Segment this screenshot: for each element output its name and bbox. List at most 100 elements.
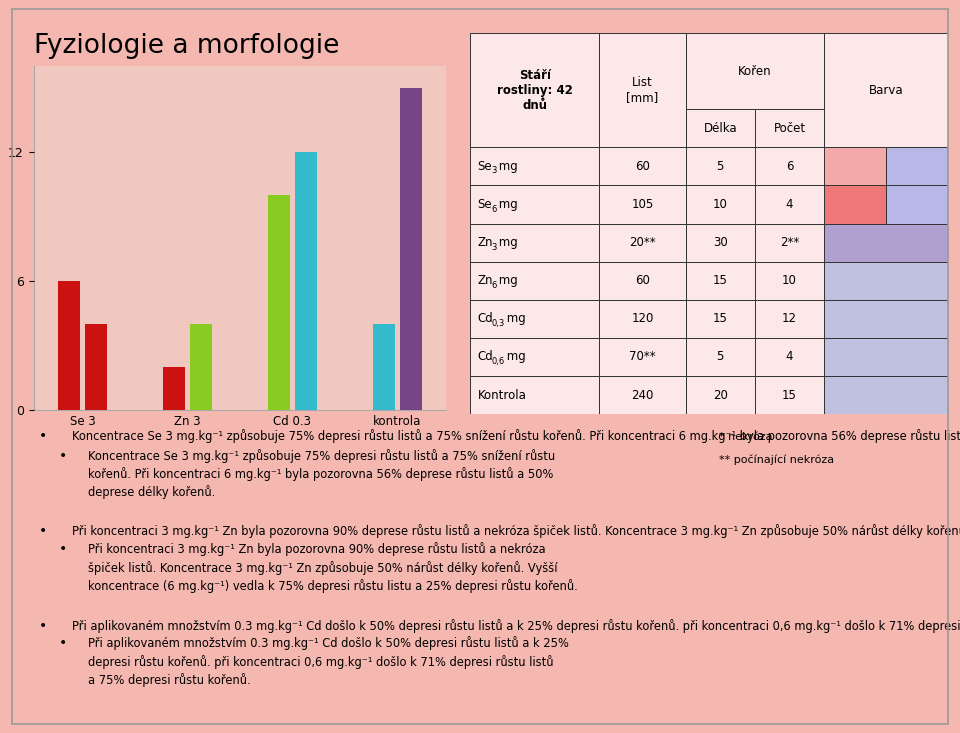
Text: Fyziologie a morfologie: Fyziologie a morfologie xyxy=(34,33,339,59)
Text: 12: 12 xyxy=(782,312,797,325)
Text: 6: 6 xyxy=(786,160,793,173)
Text: Se: Se xyxy=(477,160,492,173)
Bar xyxy=(599,147,685,185)
Text: Při aplikovaném množstvím 0.3 mg.kg⁻¹ Cd došlo k 50% depresi růstu listů a k 25%: Při aplikovaném množstvím 0.3 mg.kg⁻¹ Cd… xyxy=(72,619,960,633)
Bar xyxy=(825,33,948,147)
Bar xyxy=(470,185,599,224)
Text: 60: 60 xyxy=(636,160,650,173)
Text: mg: mg xyxy=(495,198,518,211)
Bar xyxy=(755,338,825,376)
Bar xyxy=(599,185,685,224)
Text: Kořen: Kořen xyxy=(738,65,772,78)
Bar xyxy=(399,87,421,410)
Bar xyxy=(755,224,825,262)
Bar xyxy=(685,262,755,300)
Bar xyxy=(755,376,825,414)
Bar xyxy=(470,147,599,185)
Text: •: • xyxy=(59,636,67,650)
Bar xyxy=(470,224,599,262)
Y-axis label: Počet kořenů: Počet kořenů xyxy=(0,198,3,279)
Text: 60: 60 xyxy=(636,274,650,287)
Text: Při aplikovaném množstvím 0.3 mg.kg⁻¹ Cd došlo k 50% depresi růstu listů a k 25%: Při aplikovaném množstvím 0.3 mg.kg⁻¹ Cd… xyxy=(88,636,569,687)
Bar xyxy=(685,109,755,147)
Bar xyxy=(59,281,81,410)
Bar xyxy=(599,33,685,147)
Bar xyxy=(599,376,685,414)
Text: mg: mg xyxy=(503,350,526,364)
Text: Cd: Cd xyxy=(477,350,493,364)
Bar xyxy=(825,147,886,185)
Text: 6: 6 xyxy=(492,281,497,290)
Bar xyxy=(825,376,948,414)
Text: •: • xyxy=(38,619,47,633)
Text: •: • xyxy=(59,542,67,556)
Text: ** počínající nekróza: ** počínající nekróza xyxy=(719,454,834,465)
Bar xyxy=(599,224,685,262)
Text: 5: 5 xyxy=(716,350,724,364)
Bar xyxy=(825,338,948,376)
Text: 70**: 70** xyxy=(629,350,656,364)
Bar xyxy=(470,338,599,376)
Bar xyxy=(825,224,948,262)
Bar xyxy=(755,262,825,300)
Bar xyxy=(470,376,599,414)
Text: 20**: 20** xyxy=(629,236,656,249)
Text: 4: 4 xyxy=(786,198,793,211)
Text: 10: 10 xyxy=(712,198,728,211)
Text: mg: mg xyxy=(503,312,526,325)
Text: Při koncentraci 3 mg.kg⁻¹ Zn byla pozorovna 90% deprese růstu listů a nekróza
šp: Při koncentraci 3 mg.kg⁻¹ Zn byla pozoro… xyxy=(88,542,578,593)
Bar xyxy=(599,262,685,300)
Text: 4: 4 xyxy=(786,350,793,364)
Text: mg: mg xyxy=(495,236,518,249)
Text: Koncentrace Se 3 mg.kg⁻¹ způsobuje 75% depresi růstu listů a 75% snížení růstu k: Koncentrace Se 3 mg.kg⁻¹ způsobuje 75% d… xyxy=(72,429,960,443)
Bar xyxy=(825,300,948,338)
Bar xyxy=(685,300,755,338)
Bar xyxy=(755,185,825,224)
Text: 15: 15 xyxy=(782,388,797,402)
Bar xyxy=(685,147,755,185)
Text: Stáří
rostliny: 42
dnů: Stáří rostliny: 42 dnů xyxy=(497,69,573,111)
Bar xyxy=(268,195,290,410)
Text: 3: 3 xyxy=(492,243,497,251)
Bar xyxy=(886,185,948,224)
Text: Koncentrace Se 3 mg.kg⁻¹ způsobuje 75% depresi růstu listů a 75% snížení růstu
k: Koncentrace Se 3 mg.kg⁻¹ způsobuje 75% d… xyxy=(88,449,556,499)
Text: Cd: Cd xyxy=(477,312,493,325)
Bar xyxy=(685,224,755,262)
Bar xyxy=(84,324,108,410)
Bar xyxy=(470,33,599,147)
Bar xyxy=(372,324,396,410)
Bar xyxy=(470,300,599,338)
Bar xyxy=(685,185,755,224)
Bar xyxy=(685,376,755,414)
Text: List
[mm]: List [mm] xyxy=(626,76,659,104)
Bar xyxy=(470,262,599,300)
Text: mg: mg xyxy=(495,160,518,173)
Text: 20: 20 xyxy=(712,388,728,402)
Bar xyxy=(755,147,825,185)
Text: 15: 15 xyxy=(712,312,728,325)
Text: 120: 120 xyxy=(632,312,654,325)
Text: Se: Se xyxy=(477,198,492,211)
Bar xyxy=(886,147,948,185)
Text: Barva: Barva xyxy=(869,84,903,97)
Text: 30: 30 xyxy=(713,236,728,249)
Text: 0,6: 0,6 xyxy=(492,357,505,366)
Text: 5: 5 xyxy=(716,160,724,173)
Text: Zn: Zn xyxy=(477,274,493,287)
Text: 0,3: 0,3 xyxy=(492,319,505,328)
Bar xyxy=(599,300,685,338)
Bar xyxy=(755,300,825,338)
Text: * nekróza: * nekróza xyxy=(719,432,773,443)
Text: •: • xyxy=(38,429,47,443)
Text: •: • xyxy=(59,449,67,463)
Text: mg: mg xyxy=(495,274,518,287)
Bar xyxy=(163,367,185,410)
Text: Zn: Zn xyxy=(477,236,493,249)
Text: Při koncentraci 3 mg.kg⁻¹ Zn byla pozorovna 90% deprese růstu listů a nekróza šp: Při koncentraci 3 mg.kg⁻¹ Zn byla pozoro… xyxy=(72,524,960,538)
Text: 240: 240 xyxy=(632,388,654,402)
Text: Délka: Délka xyxy=(704,122,737,135)
Bar xyxy=(685,33,825,109)
Text: 10: 10 xyxy=(782,274,797,287)
Bar xyxy=(599,338,685,376)
Text: 15: 15 xyxy=(712,274,728,287)
